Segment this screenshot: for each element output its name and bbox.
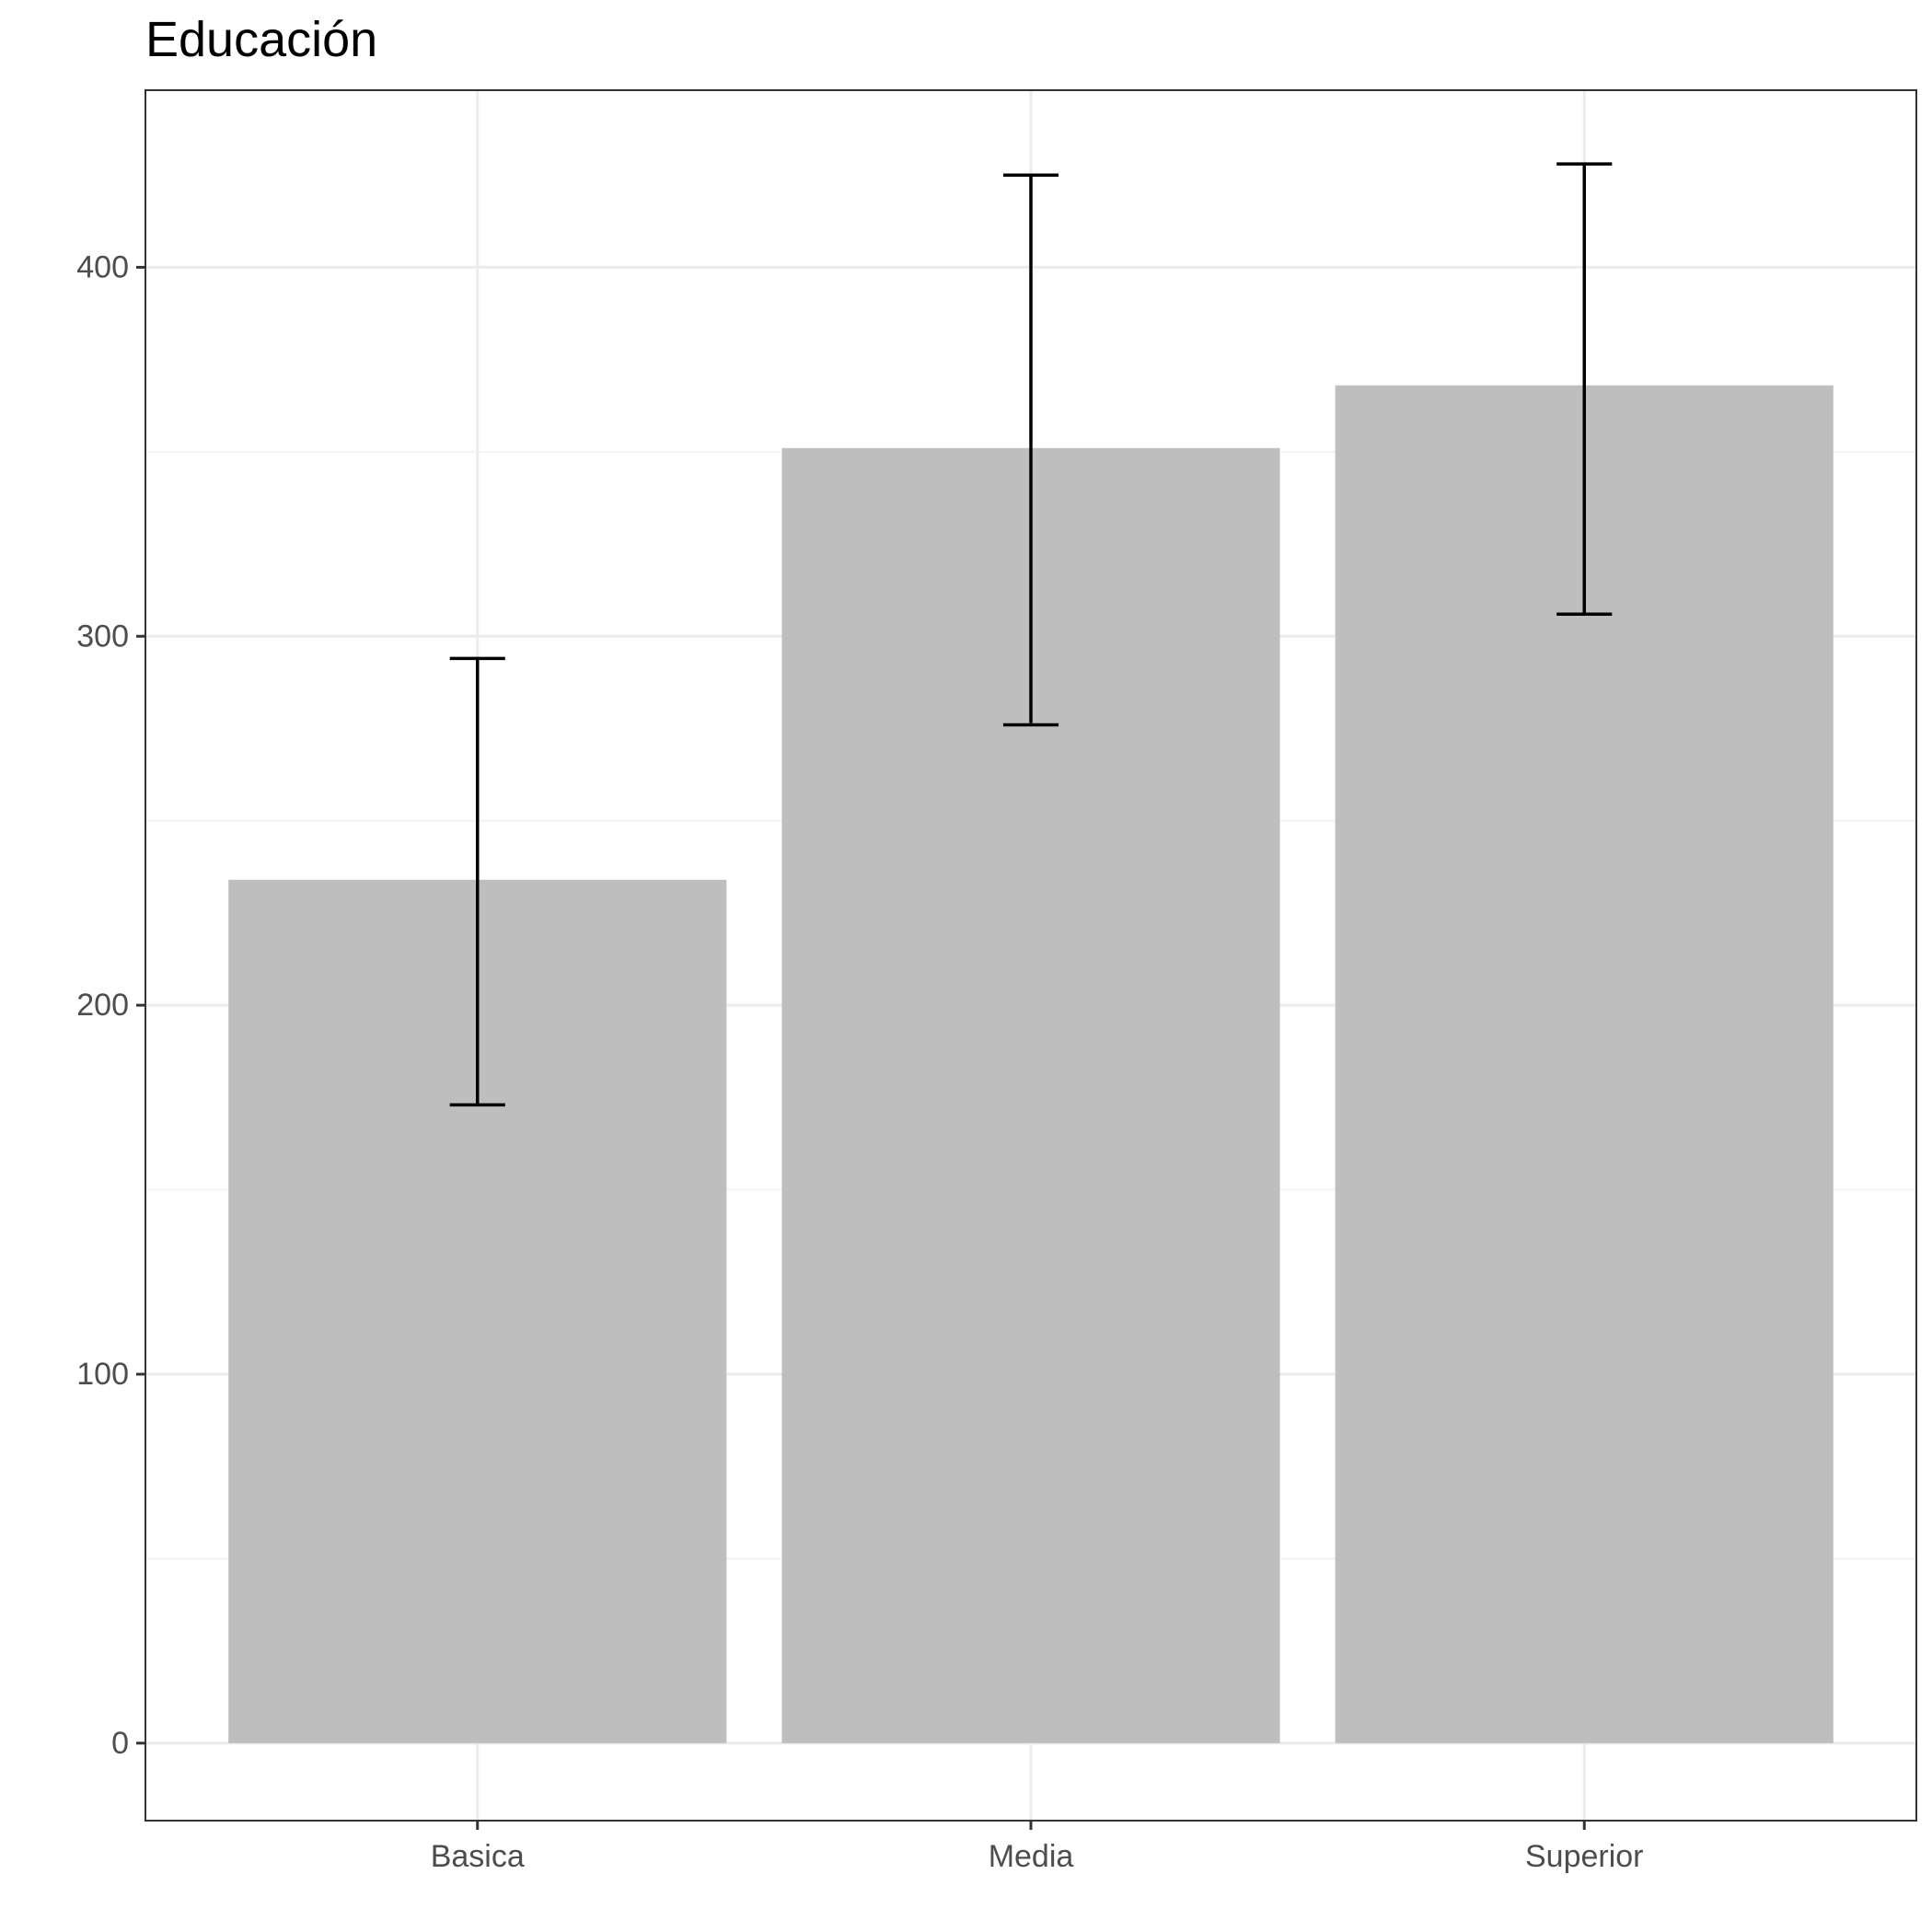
error-bar-superior	[1556, 162, 1613, 616]
y-tick-label: 0	[111, 1726, 129, 1761]
y-tick-label: 100	[76, 1357, 129, 1392]
y-tick-label: 400	[76, 249, 129, 284]
axis-layer: 0 100 200 300 400 Basica Media Superior	[76, 249, 1643, 1874]
bar-layer	[228, 385, 1834, 1743]
x-tick-label-media: Media	[989, 1839, 1074, 1874]
x-tick-label-basica: Basica	[431, 1839, 525, 1874]
y-tick-label: 200	[76, 988, 129, 1023]
error-bar-layer	[449, 162, 1613, 1107]
y-tick-label: 300	[76, 619, 129, 654]
x-tick-label-superior: Superior	[1525, 1839, 1644, 1874]
error-bar-media	[1002, 173, 1059, 727]
error-bar-basica	[449, 656, 505, 1107]
chart-title: Educación	[145, 12, 378, 67]
